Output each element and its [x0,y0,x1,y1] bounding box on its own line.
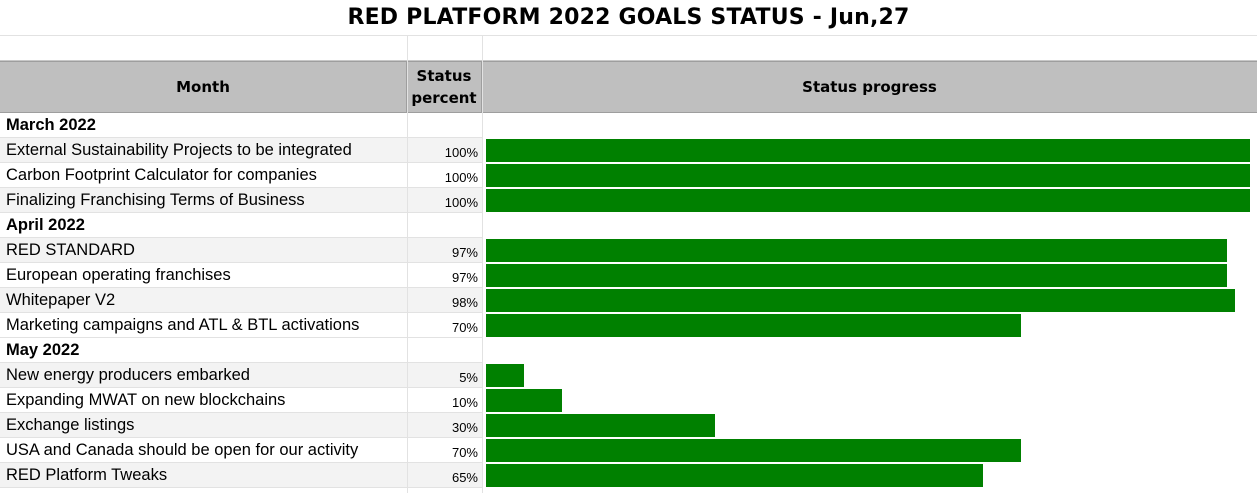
goal-row: Finalizing Franchising Terms of Business… [0,188,1257,213]
goal-label: European operating franchises [6,266,231,284]
status-percent: 65% [451,470,478,485]
progress-bar [486,464,983,487]
status-percent: 97% [451,245,478,260]
status-percent: 10% [451,395,478,410]
progress-bar [486,389,562,412]
bar-area [482,338,1257,363]
progress-bar [486,439,1021,462]
goal-label: Marketing campaigns and ATL & BTL activa… [6,316,360,334]
progress-bar [486,314,1021,337]
group-row: April 2022 [0,213,1257,238]
goal-row: Exchange listings 30% [0,413,1257,438]
status-percent: 5% [459,370,478,385]
progress-bar [486,364,524,387]
goal-row: Expanding MWAT on new blockchains 10% [0,388,1257,413]
goal-label: Carbon Footprint Calculator for companie… [6,166,317,184]
sheet-title: RED PLATFORM 2022 GOALS STATUS - Jun,27 [347,5,910,30]
bar-area [482,388,1257,413]
progress-bar [486,164,1250,187]
progress-bar [486,239,1227,262]
header-status-percent: Status percent [407,62,482,112]
status-percent: 70% [451,445,478,460]
goal-label: RED Platform Tweaks [6,466,168,484]
bar-area [482,113,1257,138]
goal-row: Marketing campaigns and ATL & BTL activa… [0,313,1257,338]
goal-label: Expanding MWAT on new blockchains [6,391,286,409]
progress-bar [486,289,1235,312]
goal-label: Finalizing Franchising Terms of Business [6,191,305,209]
goal-label: RED STANDARD [6,241,135,259]
goal-label: Exchange listings [6,416,135,434]
status-percent: 100% [444,195,478,210]
status-percent: 100% [444,145,478,160]
progress-bar [486,264,1227,287]
title-row: RED PLATFORM 2022 GOALS STATUS - Jun,27 [0,0,1257,36]
progress-bar [486,139,1250,162]
goal-row: RED Platform Tweaks 65% [0,463,1257,488]
goal-label: USA and Canada should be open for our ac… [6,441,359,459]
column-divider [407,36,408,493]
status-percent: 100% [444,170,478,185]
goal-row: New energy producers embarked 5% [0,363,1257,388]
header-month: Month [0,62,407,112]
status-percent: 70% [451,320,478,335]
header-row: Month Status percent Status progress [0,61,1257,113]
goal-row: USA and Canada should be open for our ac… [0,438,1257,463]
bar-area [482,363,1257,388]
goal-row: European operating franchises 97% [0,263,1257,288]
column-divider [482,36,483,493]
bar-area [482,213,1257,238]
header-status-progress: Status progress [802,78,937,96]
goal-label: External Sustainability Projects to be i… [6,141,352,159]
goal-label: New energy producers embarked [6,366,250,384]
group-row: May 2022 [0,338,1257,363]
group-row: March 2022 [0,113,1257,138]
progress-bar [486,189,1250,212]
goal-row: RED STANDARD 97% [0,238,1257,263]
blank-row [0,36,1257,61]
group-label: April 2022 [6,216,85,234]
goal-row: Carbon Footprint Calculator for companie… [0,163,1257,188]
group-label: March 2022 [6,116,96,134]
goal-row: Whitepaper V2 98% [0,288,1257,313]
status-percent: 97% [451,270,478,285]
status-percent: 30% [451,420,478,435]
status-percent: 98% [451,295,478,310]
group-label: May 2022 [6,341,80,359]
goal-row: External Sustainability Projects to be i… [0,138,1257,163]
goal-label: Whitepaper V2 [6,291,116,309]
progress-bar [486,414,715,437]
